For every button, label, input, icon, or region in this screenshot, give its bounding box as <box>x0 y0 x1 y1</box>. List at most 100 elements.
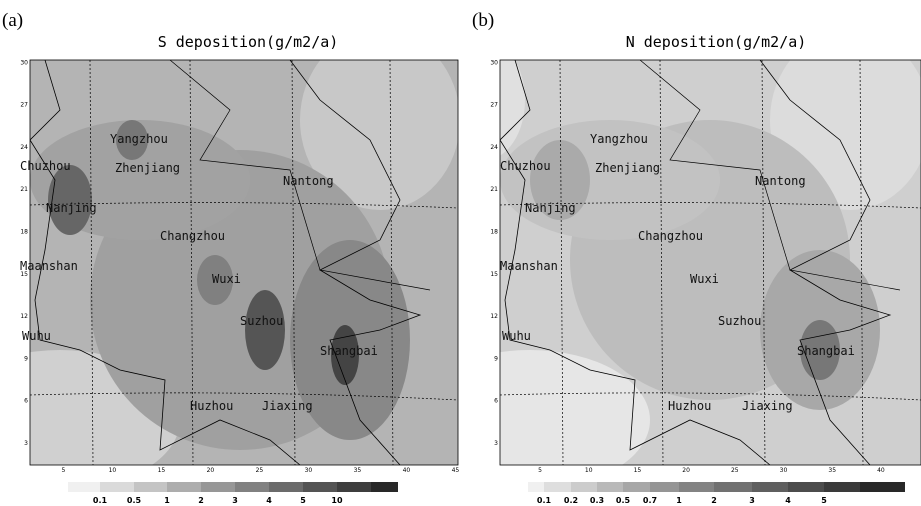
x-tick-label: 30 <box>305 467 313 474</box>
legend-swatch <box>134 482 167 492</box>
legend-label: 5 <box>821 496 827 505</box>
legend-swatch <box>371 482 398 492</box>
y-tick-label: 30 <box>20 59 28 66</box>
y-tick-label: 9 <box>24 355 28 362</box>
y-tick-label: 24 <box>20 144 28 151</box>
y-tick-label: 12 <box>490 313 498 320</box>
city-label: Nanjing <box>46 201 97 215</box>
city-label: Maanshan <box>500 259 558 273</box>
x-tick-label: 40 <box>877 467 885 474</box>
city-label: Jiaxing <box>262 399 313 413</box>
legend-label: 0.5 <box>127 496 142 505</box>
x-tick-label: 30 <box>780 467 788 474</box>
shading <box>48 165 92 235</box>
x-tick-label: 45 <box>452 467 460 474</box>
city-label: Nantong <box>755 174 806 188</box>
city-label: Huzhou <box>668 399 711 413</box>
legend-swatch <box>788 482 824 492</box>
legend-swatch <box>650 482 679 492</box>
legend-swatch <box>201 482 235 492</box>
y-tick-label: 6 <box>24 398 28 405</box>
city-label: Chuzhou <box>500 159 551 173</box>
legend-label: 2 <box>198 496 204 505</box>
shading <box>245 290 285 370</box>
city-label: Nanjing <box>525 201 576 215</box>
x-tick-label: 15 <box>158 467 166 474</box>
legend-label: 4 <box>785 496 791 505</box>
x-tick-label: 25 <box>731 467 739 474</box>
city-label: Changzhou <box>160 229 225 243</box>
legend-label: 0.7 <box>643 496 657 505</box>
city-label: Maanshan <box>20 259 78 273</box>
legend-swatch <box>597 482 623 492</box>
legend-label: 1 <box>676 496 682 505</box>
y-tick-label: 12 <box>20 313 28 320</box>
legend-swatch <box>752 482 788 492</box>
legend-swatch <box>269 482 303 492</box>
legend-label: 10 <box>331 496 343 505</box>
legend-swatch <box>337 482 371 492</box>
city-label: Huzhou <box>190 399 233 413</box>
legend-label: 0.3 <box>590 496 604 505</box>
city-label: Shangbai <box>797 344 855 358</box>
y-tick-label: 6 <box>494 398 498 405</box>
city-label: Shangbai <box>320 344 378 358</box>
x-tick-label: 25 <box>256 467 264 474</box>
legend-label: 0.2 <box>564 496 578 505</box>
x-tick-label: 5 <box>61 467 65 474</box>
legend-swatch <box>571 482 597 492</box>
panel-title: S deposition(g/m2/a) <box>158 33 339 51</box>
legend-label: 2 <box>711 496 717 505</box>
legend-swatch <box>714 482 752 492</box>
legend-swatch <box>303 482 337 492</box>
y-tick-label: 18 <box>20 229 28 236</box>
y-tick-label: 24 <box>490 144 498 151</box>
y-tick-label: 21 <box>490 186 498 193</box>
legend-swatch <box>235 482 269 492</box>
legend-swatch <box>544 482 571 492</box>
city-label: Suzhou <box>240 314 283 328</box>
panel-label: (b) <box>472 10 494 31</box>
legend-swatch <box>68 482 100 492</box>
y-tick-label: 21 <box>20 186 28 193</box>
x-tick-label: 15 <box>634 467 642 474</box>
city-label: Wuxi <box>212 272 241 286</box>
legend-label: 0.1 <box>93 496 108 505</box>
legend-label: 3 <box>232 496 238 505</box>
legend-swatch <box>824 482 860 492</box>
x-tick-label: 5 <box>538 467 542 474</box>
y-tick-label: 27 <box>490 102 498 109</box>
y-tick-label: 3 <box>24 440 28 447</box>
x-tick-label: 10 <box>109 467 117 474</box>
figure: (a)S deposition(g/m2/a)36912151821242730… <box>0 0 921 506</box>
legend-swatch <box>100 482 134 492</box>
y-tick-label: 3 <box>494 440 498 447</box>
x-tick-label: 35 <box>828 467 836 474</box>
x-tick-label: 10 <box>585 467 593 474</box>
legend-swatch <box>528 482 544 492</box>
legend-swatch <box>623 482 650 492</box>
city-label: Wuhu <box>22 329 51 343</box>
panel-title: N deposition(g/m2/a) <box>626 33 807 51</box>
legend-label: 3 <box>749 496 755 505</box>
y-tick-label: 15 <box>490 271 498 278</box>
city-label: Changzhou <box>638 229 703 243</box>
city-label: Yangzhou <box>590 132 648 146</box>
y-tick-label: 30 <box>490 59 498 66</box>
legend-label: 5 <box>300 496 306 505</box>
legend-swatch <box>679 482 714 492</box>
x-tick-label: 40 <box>403 467 411 474</box>
city-label: Jiaxing <box>742 399 793 413</box>
map <box>410 30 921 490</box>
city-label: Nantong <box>283 174 334 188</box>
legend-label: 0.5 <box>616 496 631 505</box>
x-tick-label: 20 <box>207 467 215 474</box>
city-label: Wuxi <box>690 272 719 286</box>
city-label: Yangzhou <box>110 132 168 146</box>
city-label: Zhenjiang <box>115 161 180 175</box>
city-label: Chuzhou <box>20 159 71 173</box>
y-tick-label: 9 <box>494 355 498 362</box>
panel-label: (a) <box>2 10 23 31</box>
legend-label: 0.1 <box>537 496 552 505</box>
x-tick-label: 20 <box>682 467 690 474</box>
